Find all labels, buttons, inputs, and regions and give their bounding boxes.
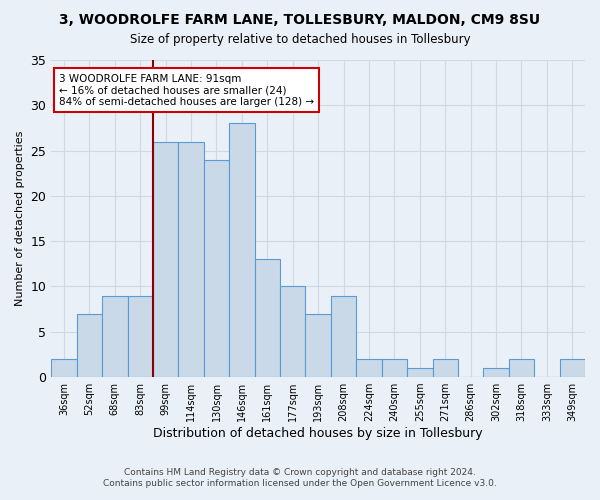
Bar — [382, 359, 407, 377]
Bar — [484, 368, 509, 377]
Text: 3, WOODROLFE FARM LANE, TOLLESBURY, MALDON, CM9 8SU: 3, WOODROLFE FARM LANE, TOLLESBURY, MALD… — [59, 12, 541, 26]
Bar — [356, 359, 382, 377]
Bar — [560, 359, 585, 377]
Bar — [51, 359, 77, 377]
X-axis label: Distribution of detached houses by size in Tollesbury: Distribution of detached houses by size … — [154, 427, 483, 440]
Bar — [331, 296, 356, 377]
Bar — [229, 124, 254, 377]
Text: Contains HM Land Registry data © Crown copyright and database right 2024.
Contai: Contains HM Land Registry data © Crown c… — [103, 468, 497, 487]
Y-axis label: Number of detached properties: Number of detached properties — [15, 131, 25, 306]
Bar — [254, 260, 280, 377]
Bar — [407, 368, 433, 377]
Bar — [77, 314, 102, 377]
Bar — [509, 359, 534, 377]
Bar — [280, 286, 305, 377]
Bar — [178, 142, 204, 377]
Text: 3 WOODROLFE FARM LANE: 91sqm
← 16% of detached houses are smaller (24)
84% of se: 3 WOODROLFE FARM LANE: 91sqm ← 16% of de… — [59, 74, 314, 107]
Bar — [305, 314, 331, 377]
Text: Size of property relative to detached houses in Tollesbury: Size of property relative to detached ho… — [130, 32, 470, 46]
Bar — [128, 296, 153, 377]
Bar — [433, 359, 458, 377]
Bar — [102, 296, 128, 377]
Bar — [153, 142, 178, 377]
Bar — [204, 160, 229, 377]
